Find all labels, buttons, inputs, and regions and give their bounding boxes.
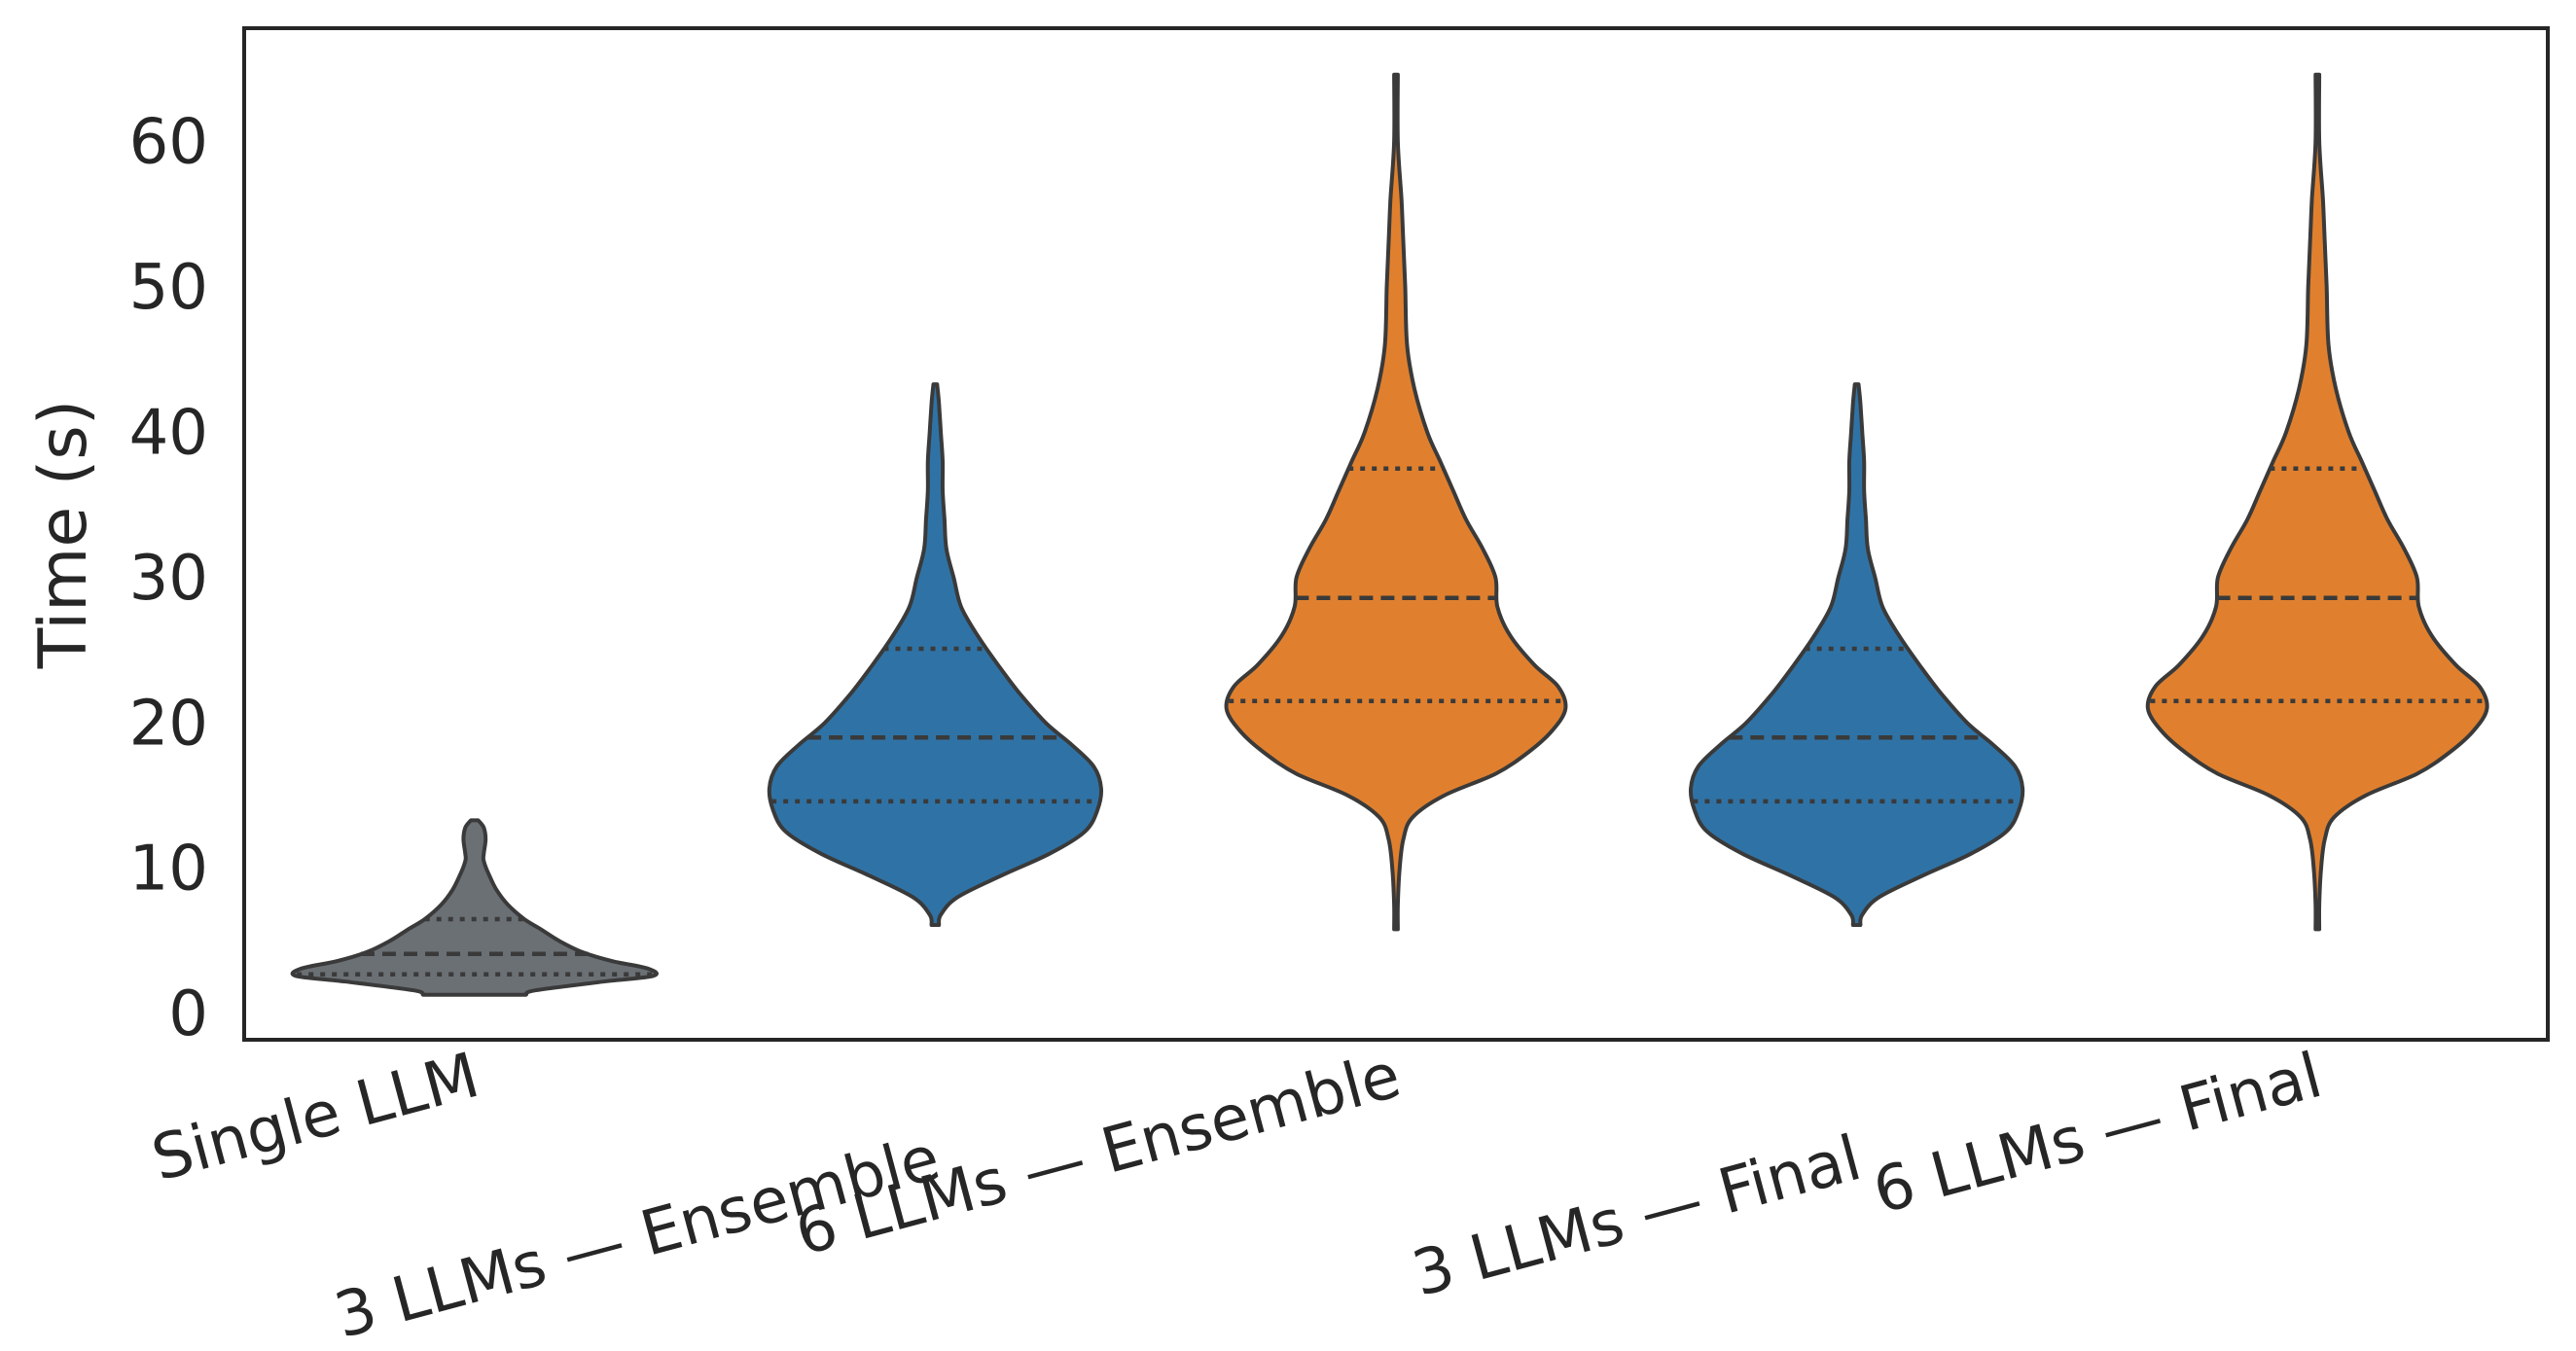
y-tick-label: 10 [129,834,208,906]
violin-group [290,818,659,997]
violin-group [2145,72,2489,932]
plot-frame [242,26,2550,1042]
x-tick-label: Single LLM [145,1040,486,1195]
violin-group [1688,382,2025,927]
violin-group [1224,72,1568,932]
violin-group [767,382,1104,927]
violin-body [1224,72,1568,932]
y-tick-label: 0 [168,978,208,1050]
y-tick-label: 60 [129,107,208,179]
violin-body [1688,382,2025,927]
y-tick-label: 20 [129,688,208,760]
x-tick-label: 3 LLMs — Final [1406,1122,1869,1311]
y-tick-label: 30 [129,543,208,615]
y-axis-ticks: 0 10 20 30 40 50 60 [129,107,208,1050]
y-tick-label: 50 [129,252,208,324]
y-axis-title: Time (s) [25,400,102,670]
y-tick-label: 40 [129,397,208,469]
violins-layer [290,72,2489,997]
violin-body [767,382,1104,927]
violin-body [290,818,659,997]
x-tick-label: 6 LLMs — Final [1866,1040,2329,1228]
violin-body [2145,72,2489,932]
